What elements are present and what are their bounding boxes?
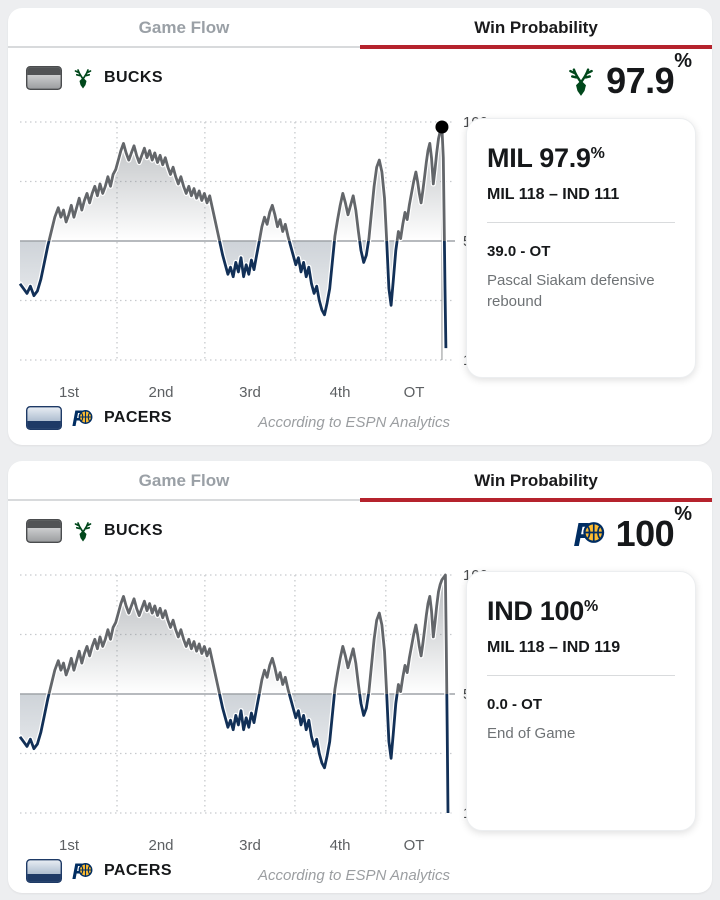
tab-game-flow-label: Game Flow <box>138 471 230 490</box>
info-clock: 0.0 - OT <box>487 696 543 713</box>
current-probability: P 100% <box>572 503 692 555</box>
tab-bar: Game Flow Win Probability <box>8 8 712 49</box>
probability-value: 97.9 <box>606 60 675 101</box>
x-label-ot: OT <box>403 837 425 854</box>
bottom-team-row: P PACERS <box>26 859 172 883</box>
probability-unit: % <box>674 503 692 525</box>
tab-win-probability[interactable]: Win Probability <box>360 461 712 502</box>
bucks-logo-icon <box>74 522 92 542</box>
win-prob-line-above <box>47 573 449 694</box>
bucks-logo-icon <box>569 68 593 96</box>
win-probability-chart[interactable]: 10050100 <box>8 561 488 833</box>
pacers-logo-icon: P <box>72 406 93 430</box>
pacers-jersey-icon <box>26 859 62 883</box>
win-probability-panel-2: Game Flow Win Probability BUCKS P <box>8 461 712 893</box>
x-label-ot: OT <box>403 384 425 401</box>
x-axis-labels: 1st 2nd 3rd 4th OT <box>8 837 488 855</box>
pacers-jersey-icon <box>26 406 62 430</box>
x-label-2nd: 2nd <box>148 837 174 854</box>
tab-game-flow[interactable]: Game Flow <box>8 461 360 501</box>
info-headline: IND 100% <box>487 596 598 626</box>
x-label-1st: 1st <box>58 384 79 401</box>
x-label-4th: 4th <box>329 384 351 401</box>
area-fill-above <box>20 127 446 241</box>
win-prob-line-below <box>18 694 450 814</box>
tab-bar: Game Flow Win Probability <box>8 461 712 502</box>
probability-value: 100 <box>615 513 675 554</box>
bottom-team-name: PACERS <box>104 862 172 879</box>
bucks-jersey-icon <box>26 66 62 90</box>
info-clock: 39.0 - OT <box>487 243 551 260</box>
win-probability-chart[interactable]: 10050100 <box>8 108 488 380</box>
x-axis-labels: 1st 2nd 3rd 4th OT <box>8 384 488 402</box>
espn-analytics-attribution: According to ESPN Analytics <box>257 414 450 431</box>
info-score: MIL 118 – IND 119 <box>487 639 621 656</box>
tab-win-probability[interactable]: Win Probability <box>360 8 712 49</box>
top-team-name: BUCKS <box>104 69 163 86</box>
top-team-name: BUCKS <box>104 522 163 539</box>
tab-win-probability-label: Win Probability <box>474 18 598 37</box>
info-divider <box>487 222 675 223</box>
info-divider <box>487 675 675 676</box>
bottom-team-row: P PACERS <box>26 406 172 430</box>
play-info-card: IND 100% MIL 118 – IND 119 0.0 - OT End … <box>466 571 696 831</box>
info-event: End of Game <box>487 725 576 742</box>
x-label-4th: 4th <box>329 837 351 854</box>
win-prob-line-below <box>18 241 448 349</box>
info-headline-unit: % <box>583 598 598 615</box>
info-event: Pascal Siakam defensive rebound <box>487 272 655 310</box>
bottom-team-name: PACERS <box>104 409 172 426</box>
x-label-1st: 1st <box>58 837 79 854</box>
tab-game-flow[interactable]: Game Flow <box>8 8 360 48</box>
top-team-row: BUCKS <box>26 519 163 543</box>
probability-unit: % <box>674 50 692 72</box>
pacers-logo-icon: P <box>72 859 93 883</box>
bucks-logo-icon <box>74 69 92 89</box>
bucks-jersey-icon <box>26 519 62 543</box>
info-score: MIL 118 – IND 111 <box>487 186 620 203</box>
info-headline: MIL 97.9% <box>487 143 605 173</box>
hover-marker-dot <box>435 120 449 134</box>
play-info-card: MIL 97.9% MIL 118 – IND 111 39.0 - OT Pa… <box>466 118 696 378</box>
current-probability: 97.9% <box>564 50 692 102</box>
top-team-row: BUCKS <box>26 66 163 90</box>
win-probability-panel-1: Game Flow Win Probability BUCKS <box>8 8 712 445</box>
espn-analytics-attribution: According to ESPN Analytics <box>257 867 450 884</box>
tab-win-probability-label: Win Probability <box>474 471 598 490</box>
area-fill-below <box>20 241 446 349</box>
x-label-3rd: 3rd <box>239 384 261 401</box>
pacers-logo-icon: P <box>573 516 604 552</box>
x-label-2nd: 2nd <box>148 384 174 401</box>
tab-game-flow-label: Game Flow <box>138 18 230 37</box>
x-label-3rd: 3rd <box>239 837 261 854</box>
info-headline-unit: % <box>590 145 605 162</box>
win-prob-line-above <box>47 125 446 241</box>
